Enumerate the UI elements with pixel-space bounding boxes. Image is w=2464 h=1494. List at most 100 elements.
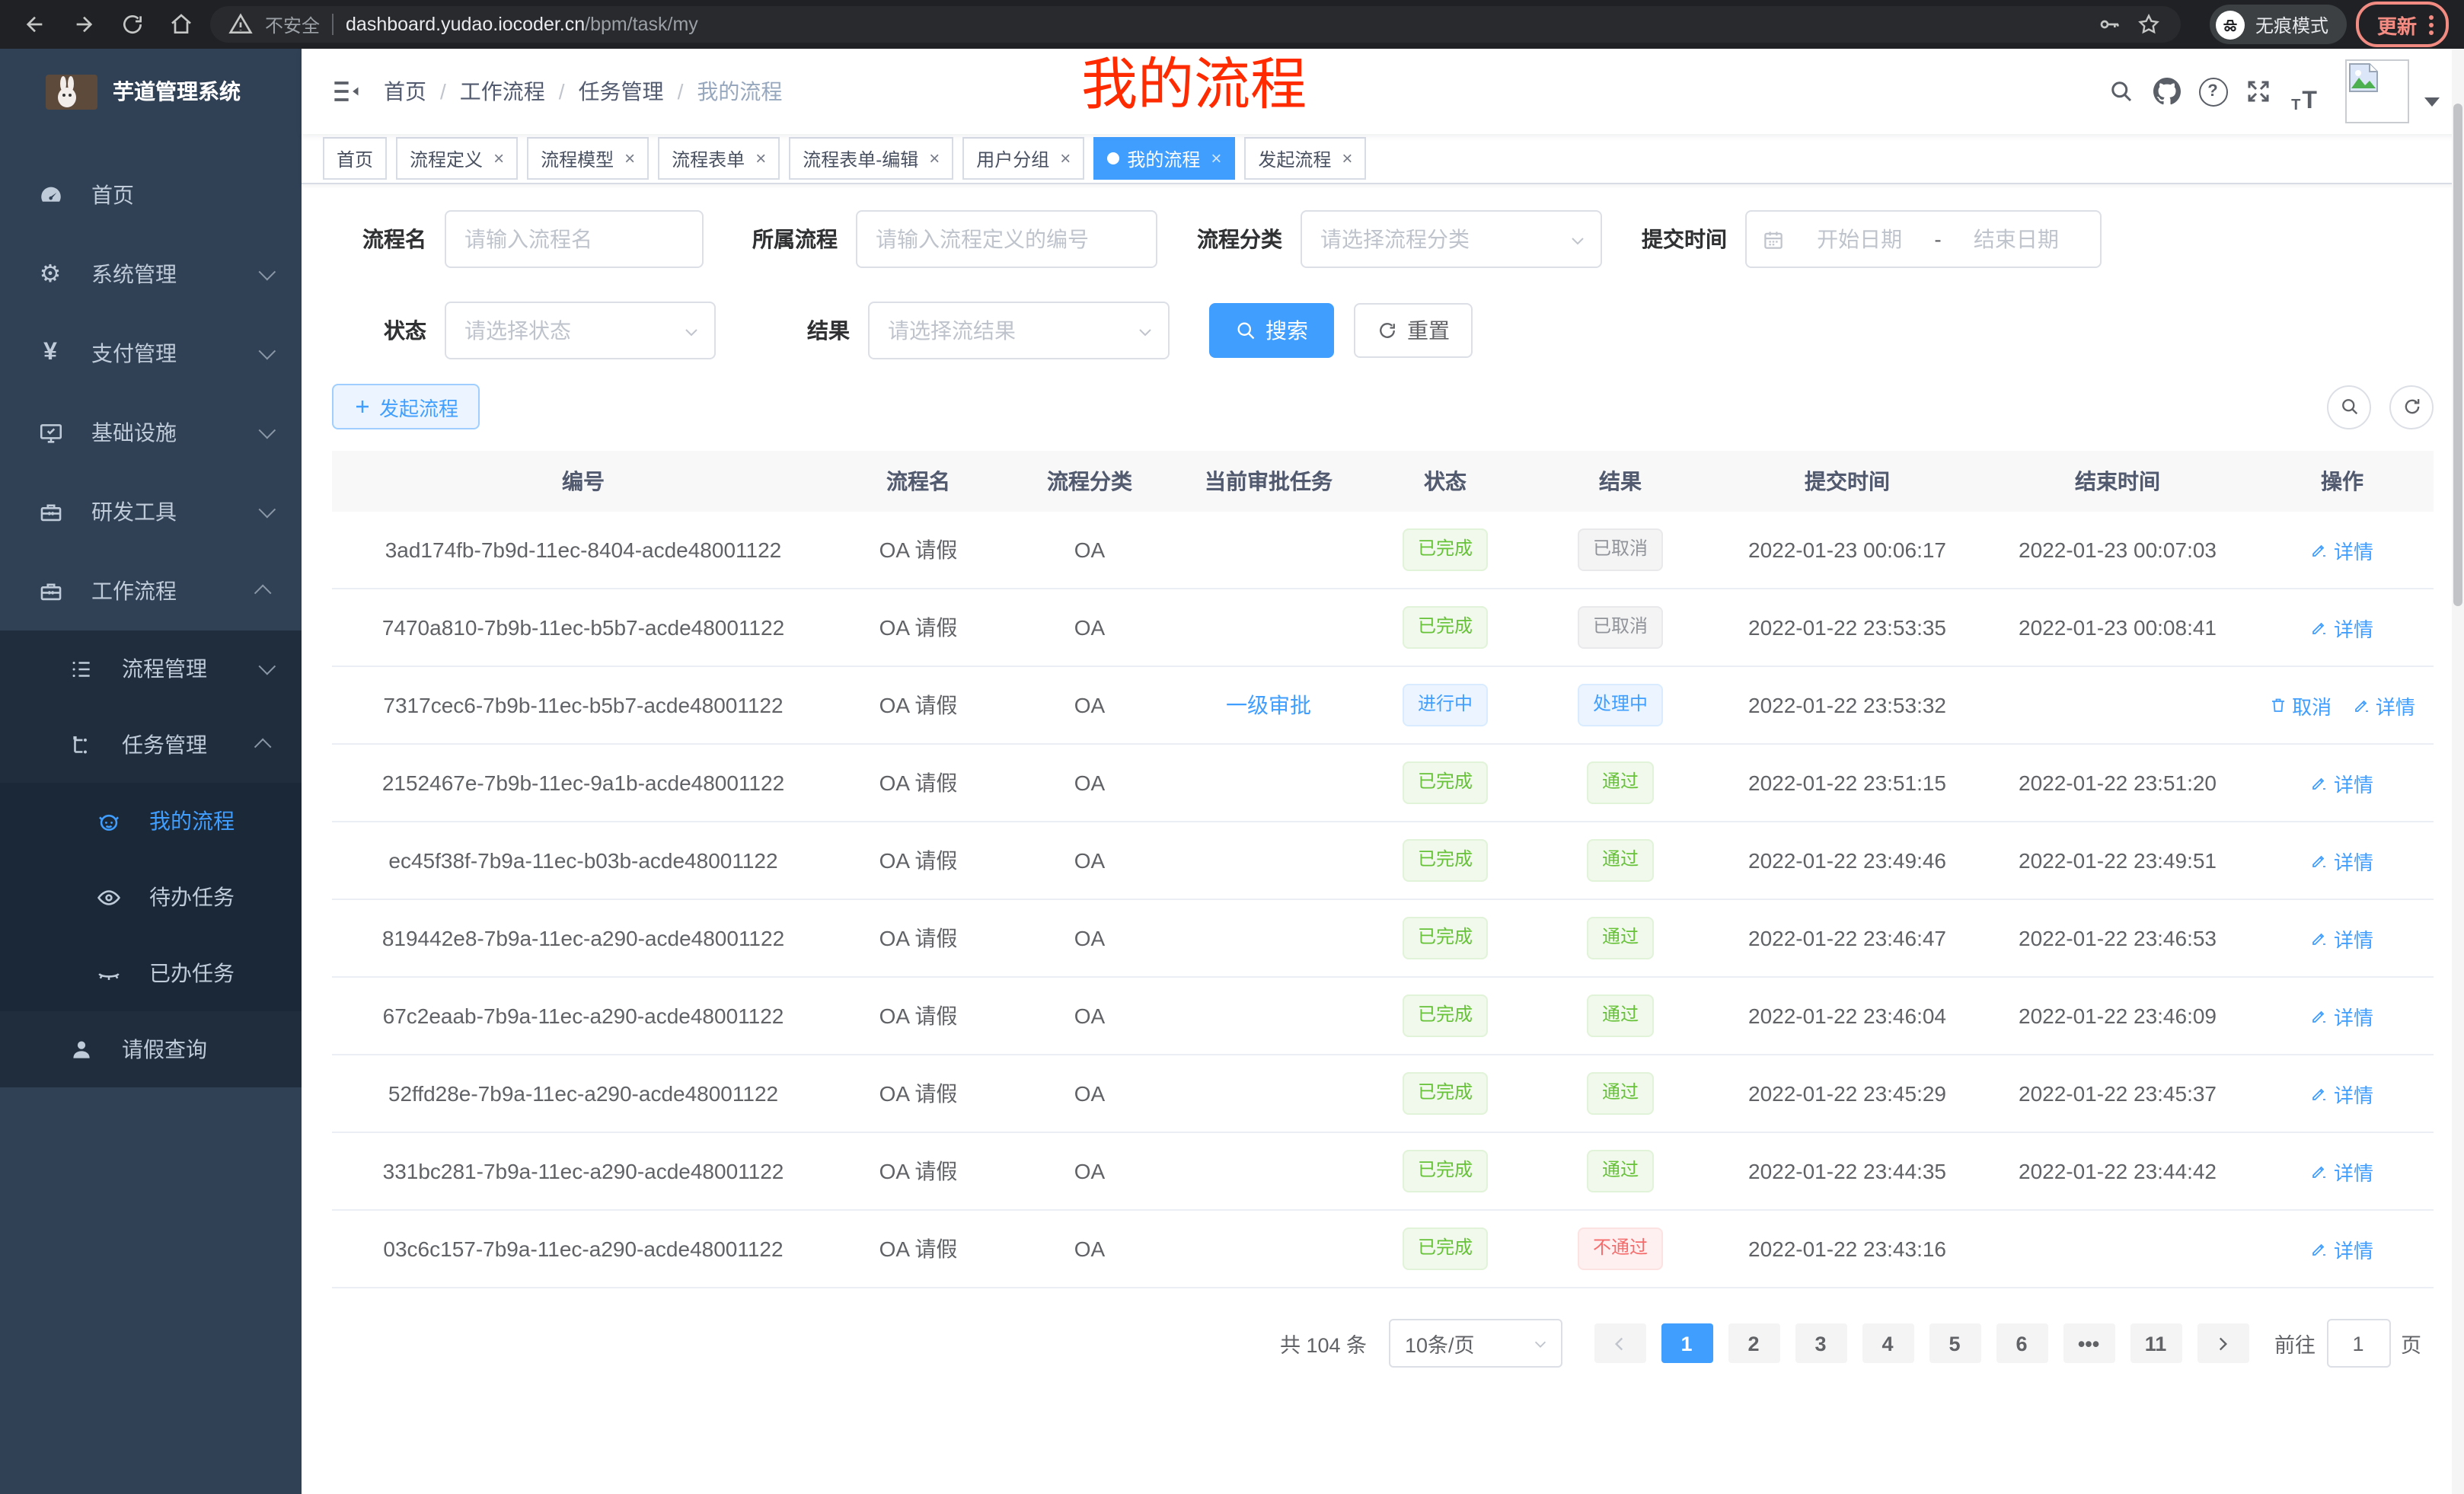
tab-label: 首页 bbox=[337, 148, 374, 170]
sidebar-item-task-mgmt[interactable]: 任务管理 bbox=[0, 707, 302, 783]
back-icon[interactable] bbox=[15, 5, 55, 44]
search-icon[interactable] bbox=[2099, 69, 2144, 114]
tags-view-bar: 首页 流程定义 × 流程模型 × bbox=[302, 134, 2464, 184]
cell-category: OA bbox=[1074, 1237, 1106, 1261]
result-select[interactable]: 请选择流结果 bbox=[868, 302, 1170, 359]
detail-action-link[interactable]: 详情 bbox=[2353, 691, 2415, 720]
window-scrollbar[interactable] bbox=[2452, 49, 2464, 1494]
prev-page-button[interactable] bbox=[1594, 1323, 1645, 1363]
sidebar-item-todo-tasks[interactable]: 待办任务 bbox=[0, 859, 302, 935]
view-tab[interactable]: 我的流程 × bbox=[1093, 137, 1236, 180]
page-number-button[interactable]: 1 bbox=[1661, 1323, 1712, 1363]
bookmark-star-icon[interactable] bbox=[2135, 5, 2162, 44]
tab-close-icon[interactable]: × bbox=[1211, 148, 1222, 169]
breadcrumb-home[interactable]: 首页 bbox=[384, 79, 426, 104]
cell-current-task-link[interactable]: 一级审批 bbox=[1226, 693, 1311, 717]
detail-action-link[interactable]: 详情 bbox=[2311, 924, 2373, 953]
page-number-button[interactable]: 5 bbox=[1929, 1323, 1980, 1363]
sidebar-item-my-process[interactable]: 我的流程 bbox=[0, 783, 302, 859]
parent-process-input[interactable]: 请输入流程定义的编号 bbox=[856, 210, 1157, 268]
fullscreen-icon[interactable] bbox=[2236, 69, 2281, 114]
view-tab[interactable]: 用户分组 × bbox=[962, 137, 1085, 180]
detail-action-link[interactable]: 详情 bbox=[2311, 1001, 2373, 1030]
search-button[interactable]: 搜索 bbox=[1209, 303, 1334, 358]
sidebar-item-label: 研发工具 bbox=[91, 500, 177, 524]
tab-close-icon[interactable]: × bbox=[755, 148, 767, 169]
view-tab[interactable]: 流程模型 × bbox=[527, 137, 650, 180]
detail-action-link[interactable]: 详情 bbox=[2311, 846, 2373, 875]
detail-action-link[interactable]: 详情 bbox=[2311, 613, 2373, 642]
view-tab[interactable]: 流程定义 × bbox=[396, 137, 519, 180]
address-divider bbox=[332, 14, 334, 35]
breadcrumb-task-mgmt[interactable]: 任务管理 bbox=[578, 79, 664, 104]
page-number-button[interactable]: ••• bbox=[2063, 1323, 2115, 1363]
reset-button[interactable]: 重置 bbox=[1354, 303, 1473, 358]
view-tab[interactable]: 流程表单-编辑 × bbox=[789, 137, 954, 180]
detail-action-link[interactable]: 详情 bbox=[2311, 1234, 2373, 1263]
detail-action-link[interactable]: 详情 bbox=[2311, 768, 2373, 797]
breadcrumb-workflow[interactable]: 工作流程 bbox=[459, 79, 545, 104]
dashboard-icon bbox=[37, 181, 64, 209]
detail-action-link[interactable]: 详情 bbox=[2311, 1079, 2373, 1108]
tab-close-icon[interactable]: × bbox=[1060, 148, 1071, 169]
create-process-button[interactable]: 发起流程 bbox=[332, 384, 480, 429]
detail-action-link[interactable]: 详情 bbox=[2311, 535, 2373, 564]
active-dot bbox=[1107, 152, 1120, 164]
view-tab[interactable]: 发起流程 × bbox=[1244, 137, 1367, 180]
detail-action-link[interactable]: 详情 bbox=[2311, 1157, 2373, 1186]
home-icon[interactable] bbox=[161, 5, 201, 44]
sidebar-item-label: 已办任务 bbox=[149, 961, 235, 985]
monitor-icon bbox=[37, 419, 64, 446]
browser-update-button[interactable]: 更新 bbox=[2355, 2, 2449, 47]
sidebar-item-process-mgmt[interactable]: 流程管理 bbox=[0, 630, 302, 707]
process-name-input[interactable]: 请输入流程名 bbox=[445, 210, 704, 268]
tab-close-icon[interactable]: × bbox=[1342, 148, 1353, 169]
page-number-button[interactable]: 6 bbox=[1996, 1323, 2047, 1363]
page-size-select[interactable]: 10条/页 bbox=[1388, 1319, 1562, 1368]
key-icon[interactable] bbox=[2095, 5, 2123, 44]
reload-icon[interactable] bbox=[113, 5, 152, 44]
next-page-button[interactable] bbox=[2197, 1323, 2249, 1363]
sidebar-item-leave-query[interactable]: 请假查询 bbox=[0, 1011, 302, 1087]
sidebar-item-pay[interactable]: ¥ 支付管理 bbox=[0, 314, 302, 393]
result-badge: 通过 bbox=[1586, 839, 1654, 882]
page-number-button[interactable]: 2 bbox=[1728, 1323, 1779, 1363]
avatar[interactable] bbox=[2345, 59, 2409, 123]
table-header-cell: 提交时间 bbox=[1805, 469, 1890, 493]
scrollbar-thumb[interactable] bbox=[2453, 104, 2462, 606]
submit-time-range-picker[interactable]: 开始日期 - 结束日期 bbox=[1745, 210, 2102, 268]
page-number-button[interactable]: 3 bbox=[1795, 1323, 1846, 1363]
sidebar-item-dev[interactable]: 研发工具 bbox=[0, 472, 302, 551]
status-select[interactable]: 请选择状态 bbox=[445, 302, 716, 359]
avatar-caret-icon[interactable] bbox=[2424, 97, 2440, 107]
sidebar-item-system[interactable]: ⚙ 系统管理 bbox=[0, 235, 302, 314]
sidebar-item-infra[interactable]: 基础设施 bbox=[0, 393, 302, 472]
sidebar-item-done-tasks[interactable]: 已办任务 bbox=[0, 935, 302, 1011]
browser-menu-icon[interactable] bbox=[2429, 14, 2434, 34]
cell-end-time: 2022-01-22 23:46:53 bbox=[2019, 926, 2217, 950]
forward-icon[interactable] bbox=[64, 5, 104, 44]
table-refresh-icon[interactable] bbox=[2389, 385, 2434, 429]
address-bar[interactable]: 不安全 dashboard.yudao.iocoder.cn/bpm/task/… bbox=[210, 6, 2181, 43]
view-tab[interactable]: 流程表单 × bbox=[658, 137, 780, 180]
start-date-input[interactable]: 开始日期 bbox=[1817, 227, 1903, 251]
sidebar-item-workflow[interactable]: 工作流程 bbox=[0, 551, 302, 630]
end-date-input[interactable]: 结束日期 bbox=[1973, 227, 2059, 251]
table-search-icon[interactable] bbox=[2327, 385, 2371, 429]
goto-page-input[interactable]: 1 bbox=[2326, 1319, 2390, 1368]
github-icon[interactable] bbox=[2144, 69, 2190, 114]
help-icon[interactable]: ? bbox=[2190, 69, 2236, 114]
tab-close-icon[interactable]: × bbox=[929, 148, 940, 169]
sidebar-toggle-icon[interactable] bbox=[329, 75, 362, 108]
page-number-button[interactable]: 4 bbox=[1862, 1323, 1913, 1363]
view-tab[interactable]: 首页 bbox=[323, 137, 388, 180]
category-select[interactable]: 请选择流程分类 bbox=[1301, 210, 1602, 268]
cell-submit-time: 2022-01-22 23:53:35 bbox=[1748, 615, 1946, 640]
sidebar-item-label: 流程管理 bbox=[122, 656, 207, 681]
cancel-action-link[interactable]: 取消 bbox=[2269, 691, 2332, 720]
tab-close-icon[interactable]: × bbox=[624, 148, 636, 169]
page-number-button[interactable]: 11 bbox=[2130, 1323, 2182, 1363]
sidebar-item-home[interactable]: 首页 bbox=[0, 155, 302, 235]
tab-close-icon[interactable]: × bbox=[493, 148, 505, 169]
